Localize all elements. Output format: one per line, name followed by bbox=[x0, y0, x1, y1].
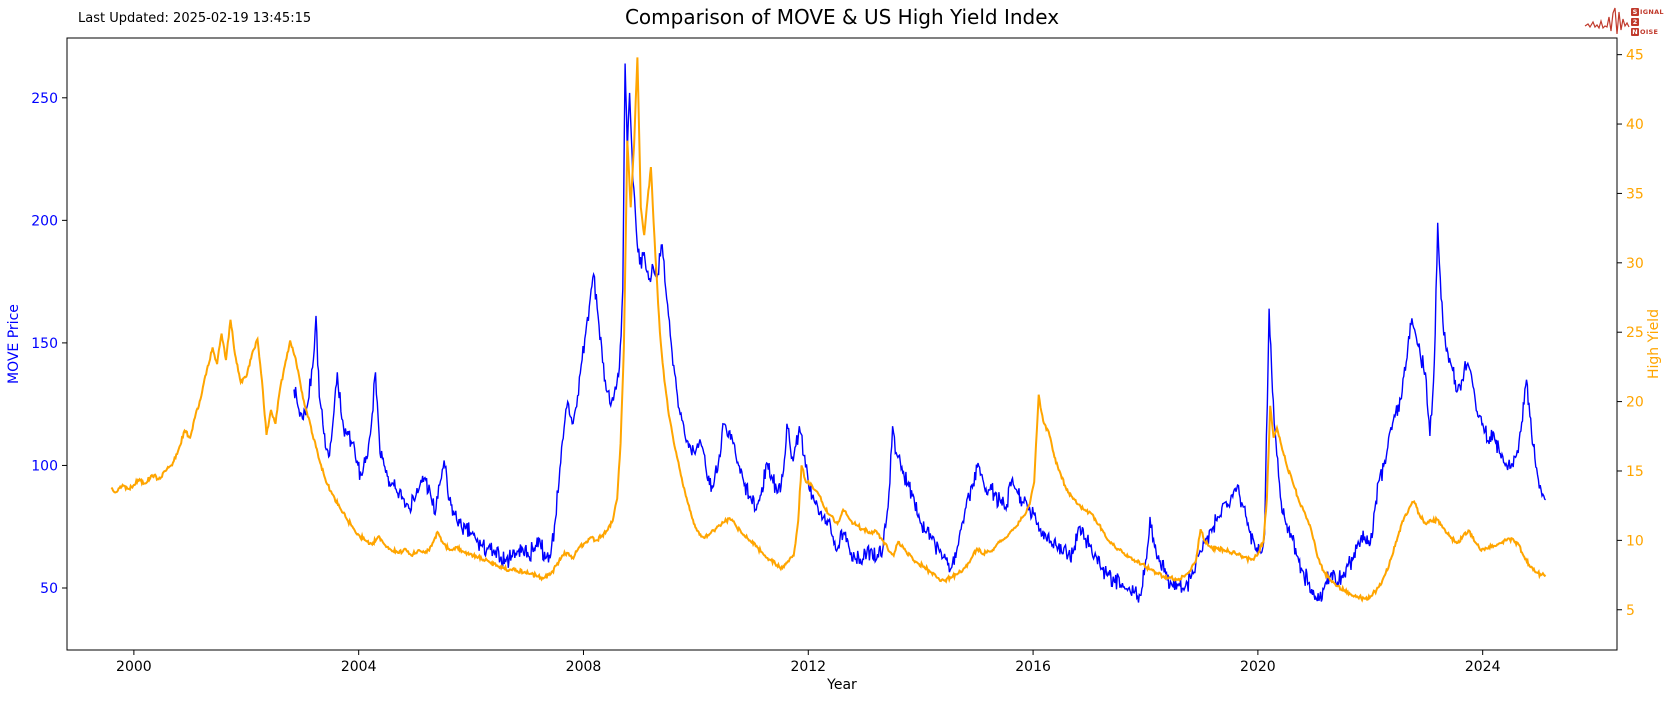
logo-text: S IGNAL 2 N OISE bbox=[1631, 8, 1664, 37]
logo-letter-box-s: S bbox=[1631, 8, 1639, 16]
right-tick-label: 5 bbox=[1626, 603, 1635, 619]
left-tick-label: 250 bbox=[31, 91, 58, 107]
logo-word-oise: OISE bbox=[1640, 28, 1659, 36]
high-yield-line bbox=[110, 57, 1547, 603]
left-tick-label: 50 bbox=[40, 581, 58, 597]
right-axis-label: High Yield bbox=[1646, 309, 1662, 379]
right-tick-label: 40 bbox=[1626, 117, 1644, 133]
x-tick-label: 2004 bbox=[341, 659, 377, 675]
logo-letter-box-n: N bbox=[1631, 28, 1639, 36]
heartbeat-waveform-icon bbox=[1584, 7, 1630, 35]
x-tick-label: 2000 bbox=[116, 659, 152, 675]
right-tick-label: 15 bbox=[1626, 464, 1644, 480]
logo-row-signal: S IGNAL bbox=[1631, 8, 1664, 17]
left-axis-ticks: 50 100 150 200 250 bbox=[31, 91, 67, 597]
left-tick-label: 150 bbox=[31, 336, 58, 352]
right-tick-label: 20 bbox=[1626, 395, 1644, 411]
x-tick-label: 2024 bbox=[1465, 659, 1501, 675]
move-price-line bbox=[293, 63, 1547, 603]
right-axis-ticks: 5 10 15 20 25 30 35 40 45 bbox=[1617, 48, 1644, 619]
waveform-line bbox=[1584, 7, 1630, 35]
right-tick-label: 45 bbox=[1626, 48, 1644, 64]
right-tick-label: 10 bbox=[1626, 533, 1644, 549]
right-tick-label: 25 bbox=[1626, 325, 1644, 341]
x-tick-label: 2008 bbox=[566, 659, 602, 675]
logo-word-ignal: IGNAL bbox=[1640, 8, 1664, 16]
signal-2-noise-logo: S IGNAL 2 N OISE bbox=[1584, 2, 1668, 42]
x-tick-label: 2012 bbox=[790, 659, 826, 675]
logo-letter-box-2: 2 bbox=[1631, 18, 1639, 26]
left-tick-label: 100 bbox=[31, 458, 58, 474]
left-axis-label: MOVE Price bbox=[6, 304, 22, 384]
logo-row-2: 2 bbox=[1631, 18, 1664, 27]
right-tick-label: 35 bbox=[1626, 186, 1644, 202]
left-tick-label: 200 bbox=[31, 213, 58, 229]
plot-border bbox=[66, 37, 1618, 651]
x-tick-label: 2020 bbox=[1240, 659, 1276, 675]
right-tick-label: 30 bbox=[1626, 256, 1644, 272]
chart-title: Comparison of MOVE & US High Yield Index bbox=[624, 5, 1060, 29]
x-axis-label: Year bbox=[827, 677, 857, 693]
logo-row-noise: N OISE bbox=[1631, 28, 1664, 37]
x-tick-label: 2016 bbox=[1015, 659, 1051, 675]
x-axis-ticks: 2000 2004 2008 2012 2016 2020 2024 bbox=[116, 650, 1501, 675]
last-updated-label: Last Updated: 2025-02-19 13:45:15 bbox=[78, 11, 312, 26]
